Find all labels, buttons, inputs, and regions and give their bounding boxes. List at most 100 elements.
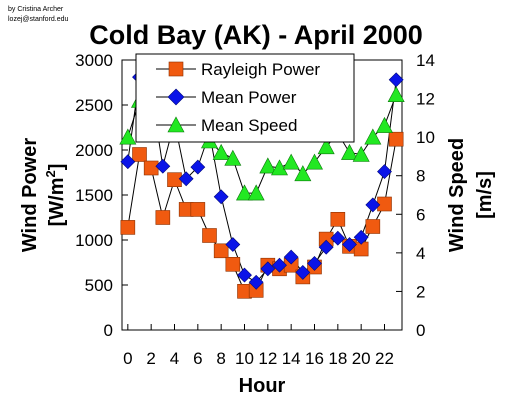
point-mean-power [330, 230, 346, 246]
point-mean-power [365, 197, 381, 213]
y-left-tick-label: 500 [85, 276, 113, 295]
y-left-tick-label: 2000 [75, 141, 113, 160]
point-mean-speed [259, 157, 277, 174]
point-mean-power [225, 237, 241, 252]
point-mean-speed [224, 149, 242, 166]
point-mean-speed [236, 184, 253, 201]
y-left-axis-unit: [W/m2] [43, 164, 68, 227]
point-mean-power [283, 249, 299, 265]
point-rayleigh-power [155, 210, 171, 225]
point-mean-power [377, 164, 392, 180]
point-mean-speed [317, 138, 335, 155]
x-tick-label: 12 [258, 349, 277, 368]
point-mean-speed [294, 165, 312, 182]
x-tick-label: 20 [352, 349, 371, 368]
y-left-axis-label: Wind Power [19, 138, 41, 252]
point-mean-speed [271, 159, 288, 176]
point-mean-power [155, 158, 171, 174]
y-left-axis-label-main: Wind Power [19, 138, 41, 252]
y-left-tick-label: 2500 [75, 96, 113, 115]
point-mean-power [260, 261, 276, 277]
y-right-tick-label: 14 [416, 51, 435, 70]
point-rayleigh-power [330, 212, 346, 227]
x-tick-label: 10 [235, 349, 254, 368]
legend-label-mean-power: Mean Power [201, 88, 297, 107]
point-rayleigh-power [388, 131, 404, 147]
legend-label-rayleigh-power: Rayleigh Power [201, 60, 320, 79]
x-axis-label: Hour [239, 375, 286, 397]
point-mean-power [248, 274, 264, 290]
y-left-ticks: 0 500 1000 1500 2000 2500 3000 [75, 51, 128, 340]
x-tick-label: 4 [170, 349, 179, 368]
x-tick-label: 6 [193, 349, 202, 368]
x-tick-label: 22 [375, 349, 394, 368]
y-left-tick-label: 0 [104, 321, 113, 340]
point-mean-speed [387, 86, 405, 103]
point-mean-speed [376, 116, 393, 133]
x-tick-label: 18 [328, 349, 347, 368]
chart-title: Cold Bay (AK) - April 2000 [89, 20, 423, 50]
y-left-unit-close: ] [46, 164, 68, 171]
y-right-axis-unit-text: [m/s] [474, 171, 496, 219]
y-right-axis-label: Wind Speed [446, 138, 468, 252]
legend-marker-square [168, 61, 184, 77]
y-left-tick-label: 1000 [75, 231, 113, 250]
point-mean-power [318, 239, 334, 255]
point-rayleigh-power [120, 220, 136, 235]
y-right-axis-unit: [m/s] [474, 171, 496, 219]
y-left-unit-base: [W/m [46, 178, 68, 227]
y-right-tick-label: 2 [416, 282, 425, 301]
legend-item-rayleigh-power: Rayleigh Power [156, 60, 320, 79]
point-rayleigh-power [213, 243, 229, 259]
point-mean-power [295, 264, 311, 280]
point-rayleigh-power [365, 219, 381, 234]
point-mean-speed [306, 153, 323, 170]
point-mean-power [213, 189, 229, 205]
y-right-ticks: 0 2 4 6 8 10 12 14 [396, 51, 435, 340]
legend-marker-diamond [167, 88, 185, 106]
point-mean-speed [352, 145, 370, 162]
x-tick-label: 2 [146, 349, 155, 368]
point-mean-power [353, 229, 369, 245]
point-mean-power [307, 255, 322, 271]
credit-author: by Cristina Archer [8, 6, 64, 13]
point-rayleigh-power [132, 147, 147, 162]
point-rayleigh-power [225, 256, 241, 272]
y-right-tick-label: 6 [416, 205, 425, 224]
legend-item-mean-speed: Mean Speed [156, 116, 297, 135]
legend-marker-triangle [167, 116, 185, 133]
point-rayleigh-power [190, 202, 206, 217]
point-mean-power [342, 237, 357, 252]
point-rayleigh-power [202, 228, 217, 243]
point-mean-speed [364, 128, 382, 145]
legend-label-mean-speed: Mean Speed [201, 116, 297, 135]
y-left-unit-sup: 2 [43, 170, 58, 177]
point-rayleigh-power [143, 160, 159, 176]
svg-text:[W/m2]: [W/m2] [43, 164, 68, 227]
y-right-tick-label: 8 [416, 167, 425, 186]
point-mean-speed [212, 143, 230, 160]
legend: Rayleigh Power Mean Power Mean Speed [135, 53, 355, 143]
point-mean-power [190, 159, 206, 175]
point-mean-power [388, 72, 404, 88]
point-rayleigh-power [167, 172, 182, 187]
x-tick-label: 0 [123, 349, 132, 368]
x-tick-label: 8 [216, 349, 225, 368]
point-mean-speed [341, 143, 358, 160]
point-mean-speed [119, 128, 137, 145]
y-right-tick-label: 4 [416, 244, 425, 263]
y-left-tick-label: 3000 [75, 51, 113, 70]
x-ticks: 0 2 4 6 8 10 12 14 16 18 20 22 [123, 324, 394, 368]
point-mean-power [237, 267, 252, 283]
x-tick-label: 16 [305, 349, 324, 368]
y-right-tick-label: 10 [416, 128, 435, 147]
point-mean-power [120, 154, 136, 170]
y-left-tick-label: 1500 [75, 186, 113, 205]
y-right-tick-label: 12 [416, 90, 435, 109]
point-mean-speed [247, 184, 265, 201]
credit-email: lozej@stanford.edu [8, 16, 69, 23]
legend-item-mean-power: Mean Power [156, 88, 297, 107]
y-right-tick-label: 0 [416, 321, 425, 340]
y-right-axis-label-main: Wind Speed [446, 138, 468, 252]
